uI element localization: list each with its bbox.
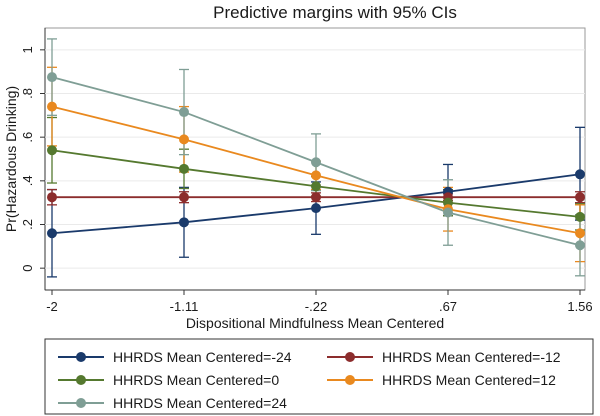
point-series-4: [311, 170, 321, 181]
point-series-3: [179, 163, 189, 174]
point-series-1: [311, 203, 321, 214]
series-points: [47, 72, 585, 251]
point-series-5: [311, 157, 321, 168]
legend-label-3: HHRDS Mean Centered=0: [113, 372, 279, 388]
x-axis-ticks: -2 -1.11 -.22 .67 1.56: [46, 290, 593, 314]
point-series-3: [575, 211, 585, 222]
x-tick-label: .67: [439, 299, 457, 314]
x-tick-label: 1.56: [567, 299, 592, 314]
point-series-4: [179, 134, 189, 145]
legend-marker-5: [76, 398, 86, 408]
chart-title: Predictive margins with 95% CIs: [213, 3, 457, 22]
point-series-2: [311, 192, 321, 203]
legend-marker-3: [76, 375, 86, 385]
legend-label-4: HHRDS Mean Centered=12: [382, 372, 556, 388]
legend-box: [44, 338, 594, 415]
y-tick-label: 0: [20, 265, 35, 272]
y-tick-label: 1: [20, 46, 35, 53]
point-series-1: [575, 169, 585, 180]
point-series-2: [575, 192, 585, 203]
y-tick-label: .2: [20, 219, 35, 230]
point-series-3: [47, 145, 57, 156]
point-series-1: [179, 217, 189, 228]
point-series-5: [443, 207, 453, 218]
point-series-5: [47, 72, 57, 83]
point-series-3: [311, 181, 321, 192]
x-tick-label: -1.11: [170, 299, 199, 314]
gridlines: [45, 49, 585, 269]
point-series-5: [179, 107, 189, 118]
point-series-2: [179, 192, 189, 203]
x-axis-title: Dispositional Mindfulness Mean Centered: [186, 315, 444, 331]
legend-label-5: HHRDS Mean Centered=24: [113, 395, 287, 411]
y-tick-label: .8: [20, 88, 35, 99]
x-tick-label: -2: [46, 299, 58, 314]
y-tick-label: .4: [20, 175, 35, 186]
point-series-1: [47, 228, 57, 239]
legend: HHRDS Mean Centered=-24 HHRDS Mean Center…: [58, 349, 561, 411]
legend-label-2: HHRDS Mean Centered=-12: [382, 349, 561, 365]
point-series-4: [575, 228, 585, 239]
y-axis-ticks: 0 .2 .4 .6 .8 1: [20, 46, 45, 272]
point-series-4: [47, 101, 57, 112]
x-tick-label: -.22: [305, 299, 327, 314]
point-series-2: [47, 192, 57, 203]
point-series-5: [575, 240, 585, 251]
legend-marker-2: [345, 352, 355, 362]
legend-marker-1: [76, 352, 86, 362]
legend-label-1: HHRDS Mean Centered=-24: [113, 349, 292, 365]
y-axis-title: Pr(Hazardous Drinking): [3, 86, 19, 232]
y-tick-label: .6: [20, 132, 35, 143]
legend-marker-4: [345, 375, 355, 385]
